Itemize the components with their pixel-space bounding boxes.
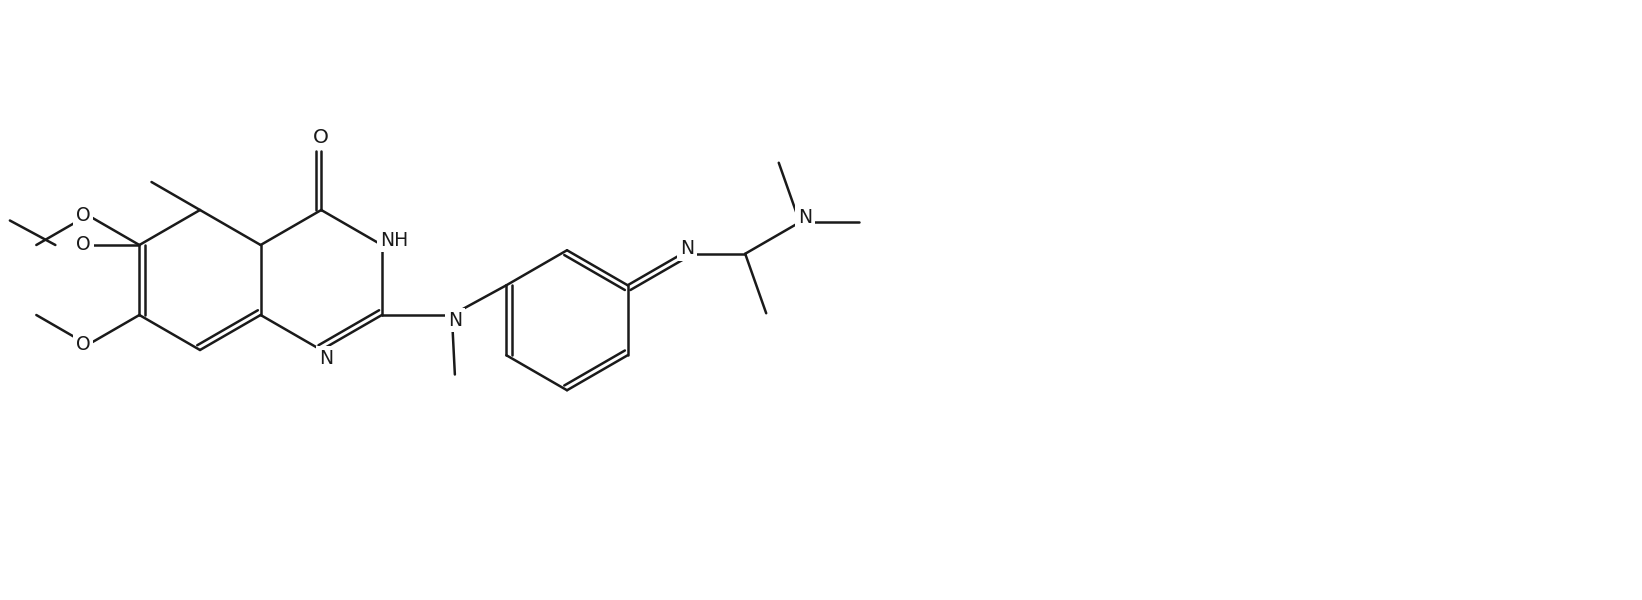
Text: NH: NH: [379, 230, 407, 250]
Text: N: N: [680, 239, 695, 258]
Text: O: O: [76, 235, 90, 254]
Text: O: O: [314, 128, 328, 147]
Text: N: N: [448, 311, 461, 329]
Text: N: N: [319, 349, 333, 367]
Text: O: O: [76, 206, 90, 225]
Text: O: O: [76, 335, 90, 354]
Text: N: N: [798, 208, 811, 227]
